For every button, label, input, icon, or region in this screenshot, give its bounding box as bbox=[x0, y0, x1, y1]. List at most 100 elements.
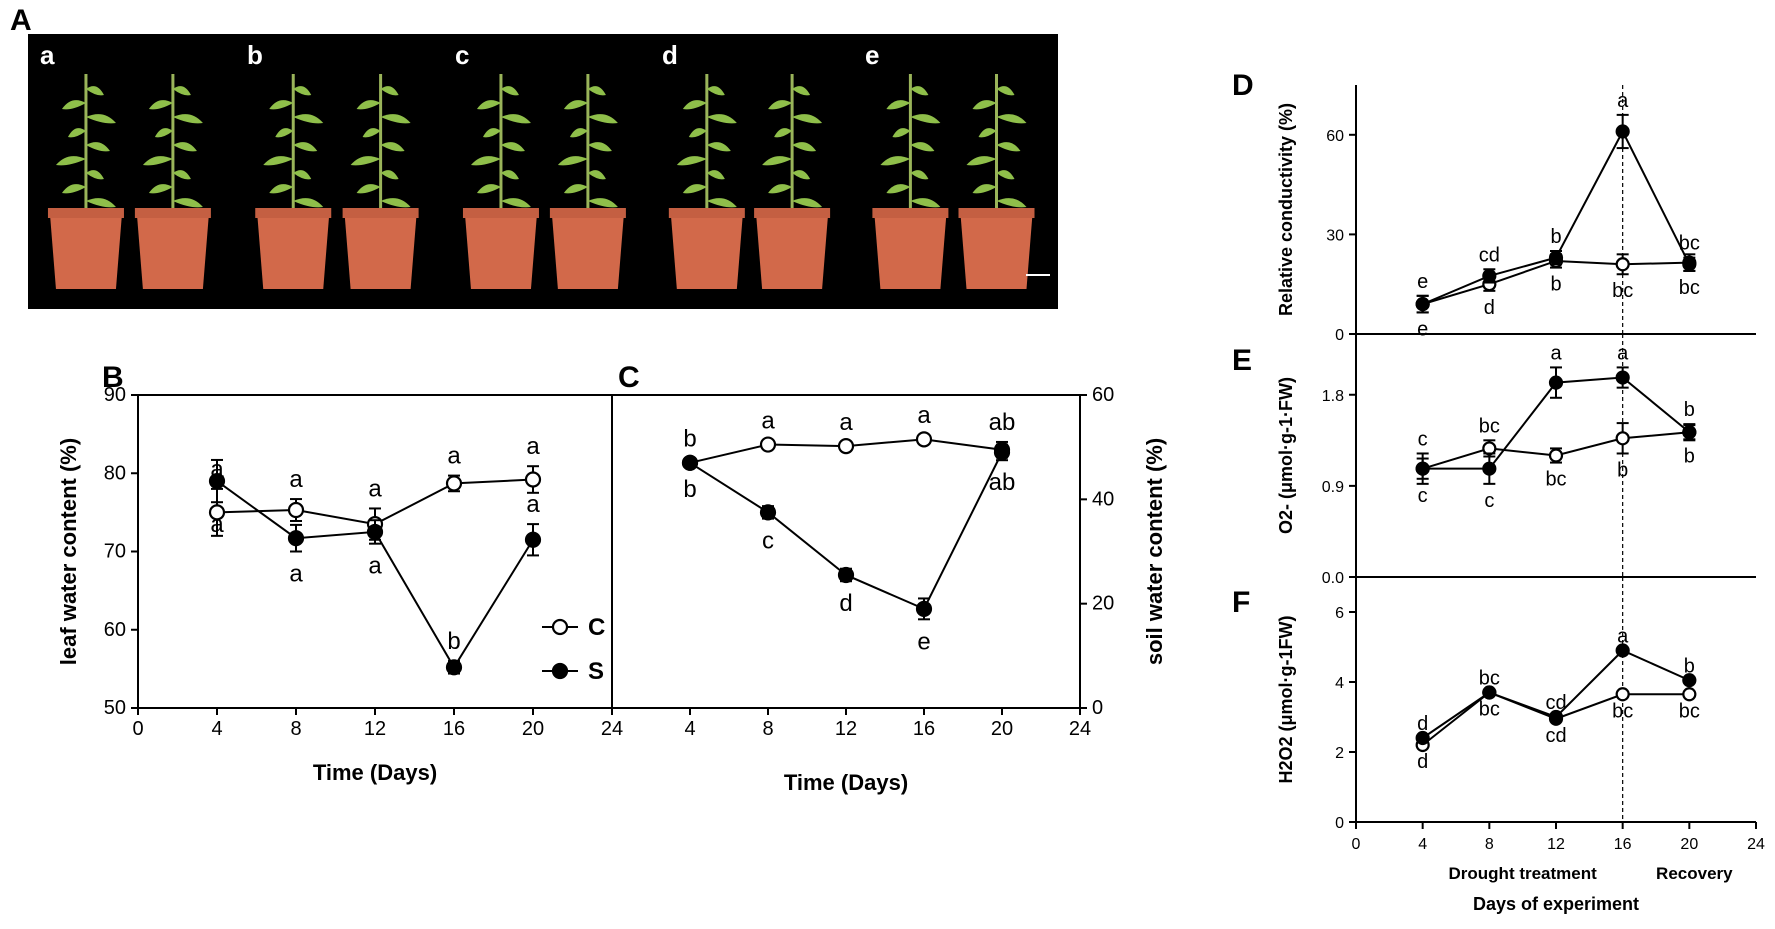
significance-letter: cd bbox=[1479, 244, 1500, 266]
y-tick-label: 40 bbox=[1092, 488, 1114, 510]
plant-pot bbox=[136, 214, 209, 289]
plant-leaf bbox=[972, 184, 997, 194]
y-tick-label: 80 bbox=[104, 462, 126, 484]
series-C: b a a a ab bbox=[681, 402, 1016, 471]
plant-pot bbox=[960, 214, 1033, 289]
significance-letter: ab bbox=[989, 409, 1016, 436]
plant-leaf bbox=[380, 114, 411, 124]
pot-rim bbox=[754, 208, 831, 218]
series-S: b c d e ab bbox=[681, 443, 1016, 655]
plant-pot bbox=[551, 214, 624, 289]
series-S: e cd b a bc bbox=[1415, 90, 1700, 314]
plant-leaf bbox=[380, 142, 405, 152]
potted-plant bbox=[47, 74, 124, 289]
filled-circle-point bbox=[759, 504, 777, 521]
filled-circle-point bbox=[1548, 375, 1564, 390]
plant-leaf bbox=[910, 142, 935, 152]
plant-leaf bbox=[587, 198, 618, 208]
photo-panel-e: e 5 cm bbox=[853, 34, 1058, 309]
plant-leaf bbox=[978, 128, 997, 138]
open-circle-point bbox=[1615, 687, 1630, 702]
panel-label-b: B bbox=[102, 361, 124, 394]
y-tick-label: 0.9 bbox=[1322, 479, 1344, 496]
plant-pot bbox=[464, 214, 537, 289]
potted-plant bbox=[872, 74, 949, 289]
significance-letter: a bbox=[839, 409, 853, 436]
y-axis-label: Relative conductivity (%) bbox=[1276, 103, 1296, 316]
significance-letter: a bbox=[1617, 626, 1629, 648]
photo-label-b: b bbox=[247, 40, 263, 70]
filled-circle-point bbox=[1615, 370, 1630, 385]
plant-leaf bbox=[293, 86, 312, 96]
significance-letter: bc bbox=[1479, 699, 1500, 721]
plant-leaf bbox=[688, 128, 707, 138]
filled-circle-point bbox=[837, 566, 855, 584]
plant-pot bbox=[756, 214, 829, 289]
significance-letter: e bbox=[917, 628, 930, 655]
significance-letter: a bbox=[761, 407, 775, 434]
chart-panel-D: D 0 30 60 Relative conductivity (%) e d b bc bc e c… bbox=[1232, 69, 1756, 344]
photo-label-c: c bbox=[455, 40, 469, 70]
y-tick-label: 90 bbox=[104, 384, 126, 406]
x-tick-label: 24 bbox=[601, 718, 623, 740]
plant-leaf bbox=[910, 198, 941, 208]
panel-label-e: E bbox=[1232, 344, 1252, 377]
filled-circle-point bbox=[445, 659, 463, 676]
plant-leaf bbox=[172, 170, 191, 180]
plant-leaf bbox=[85, 114, 116, 124]
y-tick-label: 4 bbox=[1335, 675, 1344, 692]
plant-leaf bbox=[972, 100, 997, 110]
y-tick-label: 2 bbox=[1335, 745, 1344, 762]
y-tick-label: 0 bbox=[1335, 327, 1344, 344]
plant-leaf bbox=[996, 142, 1021, 152]
series-C: a a a a a bbox=[208, 433, 542, 541]
significance-letter: a bbox=[289, 561, 303, 588]
legend-marker bbox=[551, 618, 569, 636]
x-tick-label: 16 bbox=[443, 718, 465, 740]
plant-leaf bbox=[85, 86, 104, 96]
significance-letter: a bbox=[917, 402, 931, 429]
significance-letter: d bbox=[1484, 297, 1495, 319]
open-circle-point bbox=[1548, 448, 1564, 463]
potted-plant bbox=[754, 74, 831, 289]
plant-leaf bbox=[380, 170, 399, 180]
significance-letter: a bbox=[368, 475, 382, 502]
significance-letter: a bbox=[210, 511, 224, 538]
plant-leaf bbox=[792, 142, 817, 152]
filled-circle-point bbox=[1415, 730, 1430, 746]
plant-leaf bbox=[148, 100, 173, 110]
phase-label-recovery: Recovery bbox=[1656, 864, 1733, 883]
significance-letter: a bbox=[526, 491, 540, 518]
photo-label-a: a bbox=[40, 40, 55, 70]
significance-letter: a bbox=[289, 466, 303, 493]
filled-circle-point bbox=[208, 472, 226, 490]
pot-rim bbox=[668, 208, 745, 218]
significance-letter: b bbox=[1684, 399, 1695, 421]
plant-pot bbox=[344, 214, 417, 289]
plant-leaf bbox=[356, 184, 381, 194]
pot-rim bbox=[462, 208, 539, 218]
x-axis-label: Time (Days) bbox=[784, 770, 908, 795]
plant-leaf bbox=[172, 142, 197, 152]
y-tick-label: 60 bbox=[104, 619, 126, 641]
filled-circle-point bbox=[915, 600, 933, 617]
filled-circle-point bbox=[1548, 709, 1564, 725]
x-tick-label: 4 bbox=[1418, 836, 1427, 853]
significance-letter: b bbox=[1684, 445, 1695, 467]
potted-plant bbox=[958, 74, 1035, 289]
significance-letter: a bbox=[526, 433, 540, 460]
significance-letter: c bbox=[1484, 490, 1494, 512]
y-axis-label: H2O2 (μmol·g-1FW) bbox=[1276, 615, 1296, 783]
plant-leaf bbox=[886, 100, 911, 110]
plant-leaf bbox=[500, 170, 519, 180]
photo-label-d: d bbox=[662, 40, 678, 70]
pot-rim bbox=[549, 208, 626, 218]
x-tick-label: 12 bbox=[364, 718, 386, 740]
plant-leaf bbox=[910, 114, 941, 124]
plant-leaf bbox=[706, 86, 725, 96]
plant-leaf bbox=[380, 198, 411, 208]
plant-leaf bbox=[587, 142, 612, 152]
filled-circle-point bbox=[993, 444, 1011, 461]
y-tick-label: 60 bbox=[1326, 128, 1344, 145]
significance-letter: ab bbox=[989, 469, 1016, 496]
